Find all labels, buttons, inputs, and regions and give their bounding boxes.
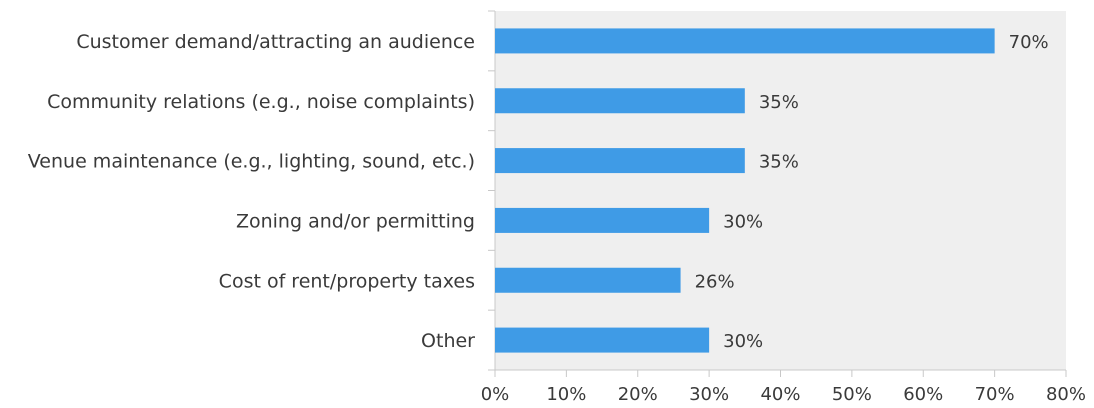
x-tick-label: 20% xyxy=(618,384,658,405)
bar xyxy=(495,148,745,174)
bar xyxy=(495,327,710,353)
data-label: 70% xyxy=(1009,32,1049,53)
category-label: Venue maintenance (e.g., lighting, sound… xyxy=(28,151,475,173)
bar xyxy=(495,88,745,114)
x-tick-label: 30% xyxy=(689,384,729,405)
x-tick-label: 10% xyxy=(546,384,586,405)
plot-background xyxy=(495,11,1066,370)
data-label: 35% xyxy=(759,152,799,173)
category-label: Cost of rent/property taxes xyxy=(219,270,475,292)
bar xyxy=(495,207,710,233)
category-label: Other xyxy=(421,330,475,352)
x-tick-label: 60% xyxy=(903,384,943,405)
bar xyxy=(495,267,681,293)
category-label: Community relations (e.g., noise complai… xyxy=(47,91,475,113)
category-label: Zoning and/or permitting xyxy=(236,210,475,232)
data-label: 30% xyxy=(723,211,763,232)
bar xyxy=(495,28,995,54)
x-tick-label: 50% xyxy=(832,384,872,405)
data-label: 35% xyxy=(759,92,799,113)
x-tick-label: 0% xyxy=(481,384,510,405)
category-label: Customer demand/attracting an audience xyxy=(76,31,475,53)
data-label: 26% xyxy=(695,271,735,292)
data-label: 30% xyxy=(723,331,763,352)
x-tick-label: 40% xyxy=(760,384,800,405)
x-tick-label: 80% xyxy=(1046,384,1086,405)
x-tick-label: 70% xyxy=(975,384,1015,405)
